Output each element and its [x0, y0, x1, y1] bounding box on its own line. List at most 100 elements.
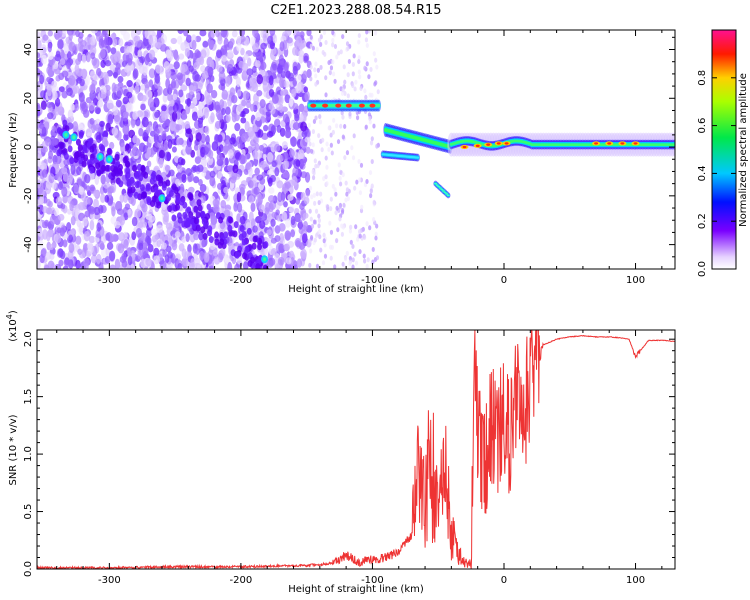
noise-cell [302, 220, 309, 231]
spectrogram-x-tick-label: -100 [361, 275, 384, 286]
sparse-noise-cell [351, 243, 355, 249]
sparse-noise-cell [329, 229, 334, 235]
sparse-noise-cell [374, 57, 378, 63]
noise-cell [98, 204, 104, 214]
hot-spot-core [633, 142, 638, 145]
noise-cell [289, 148, 295, 158]
sparse-noise-cell [365, 178, 369, 184]
noise-cell [128, 129, 136, 139]
noise-cell [279, 41, 285, 52]
noise-cell [201, 239, 206, 248]
noise-cell [101, 71, 109, 79]
noise-cell [296, 258, 303, 268]
sparse-noise-cell [341, 224, 346, 230]
sparse-noise-cell [333, 78, 337, 84]
noise-cell [304, 136, 311, 143]
noise-cell [89, 84, 95, 94]
noise-cell [286, 37, 293, 44]
sparse-noise-cell [358, 233, 362, 239]
noise-streak-cell [95, 162, 101, 170]
sparse-noise-cell [341, 172, 345, 178]
noise-cell [182, 30, 189, 37]
sparse-noise-cell [365, 30, 369, 35]
noise-cell [275, 209, 280, 216]
hot-spot-core [594, 142, 599, 145]
sparse-noise-cell [344, 197, 348, 203]
noise-cell [150, 228, 158, 236]
noise-cell [199, 250, 205, 261]
noise-streak-cell [134, 181, 140, 189]
noise-cell [274, 167, 280, 177]
noise-cell [140, 258, 147, 268]
noise-cell [101, 247, 108, 258]
noise-cell [119, 194, 125, 203]
sparse-noise-cell [319, 41, 323, 47]
sparse-noise-cell [329, 196, 333, 202]
noise-cell [174, 231, 181, 238]
noise-cell [175, 178, 181, 187]
sparse-noise-cell [316, 163, 320, 169]
sparse-noise-cell [333, 44, 338, 50]
spectrogram-marks [37, 30, 675, 269]
noise-cell [180, 84, 188, 92]
noise-cell [187, 243, 192, 254]
noise-cell [221, 55, 228, 62]
noise-cell [176, 72, 183, 81]
noise-cell [278, 243, 285, 254]
sparse-noise-cell [307, 122, 311, 128]
sparse-noise-cell [357, 33, 361, 39]
noise-cell [188, 84, 195, 95]
noise-cell [229, 87, 236, 97]
noise-cell [85, 96, 93, 104]
noise-cell [46, 229, 54, 238]
sparse-noise-cell [364, 37, 369, 43]
sparse-noise-cell [369, 67, 373, 73]
noise-streak-cell [126, 180, 132, 188]
noise-cell [147, 97, 155, 108]
noise-cell [304, 171, 311, 183]
sparse-noise-cell [310, 194, 314, 200]
noise-cell [212, 249, 218, 257]
noise-cell [84, 210, 91, 218]
noise-cell [96, 253, 102, 265]
noise-cell [47, 51, 54, 60]
noise-cell [267, 35, 274, 45]
sparse-noise-cell [312, 219, 317, 225]
noise-cell [51, 125, 56, 132]
sparse-noise-cell [329, 65, 334, 71]
sparse-noise-cell [365, 61, 369, 67]
noise-cell [151, 235, 158, 243]
spectrogram-frame [36, 29, 676, 270]
noise-cell [237, 103, 243, 113]
noise-cell [167, 138, 173, 150]
sparse-noise-cell [370, 159, 374, 165]
noise-cell [47, 200, 53, 208]
noise-cell [49, 214, 57, 225]
noise-cell [256, 90, 263, 97]
noise-cell [220, 77, 226, 87]
noise-streak-cell [101, 164, 107, 172]
sparse-noise-cell [345, 250, 349, 256]
sparse-noise-cell [366, 257, 370, 263]
spectrogram-y-label: Frequency (Hz) [8, 112, 19, 188]
noise-cell [184, 47, 190, 58]
sparse-noise-cell [309, 234, 314, 240]
noise-streak-cell [161, 183, 167, 191]
noise-cell [85, 75, 91, 86]
noise-cell [280, 88, 285, 97]
noise-cell [303, 86, 308, 93]
noise-cell [67, 109, 74, 120]
sparse-noise-cell [319, 191, 323, 197]
noise-cell [146, 146, 152, 157]
noise-cell [252, 149, 259, 160]
noise-streak-cell [145, 182, 151, 190]
noise-cell [142, 241, 148, 250]
noise-streak-cell [67, 145, 73, 153]
noise-cell [225, 106, 231, 116]
noise-cell [225, 114, 231, 123]
noise-cell [125, 102, 132, 111]
noise-cell [227, 49, 234, 58]
noise-cell [171, 146, 177, 153]
noise-cell [198, 179, 203, 187]
